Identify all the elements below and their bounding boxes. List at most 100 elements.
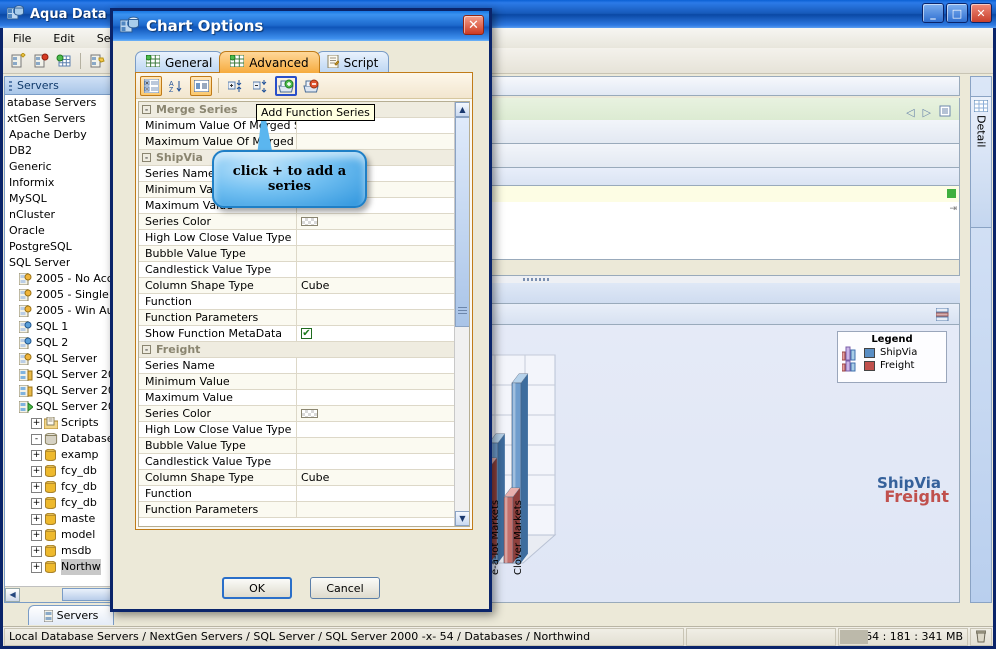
- tree-item[interactable]: + fcy_db: [5, 495, 111, 511]
- scroll-thumb[interactable]: [62, 588, 111, 601]
- dialog-tab-script[interactable]: Script: [315, 51, 390, 73]
- group-collapse-icon[interactable]: -: [142, 345, 151, 354]
- trash-icon[interactable]: [970, 627, 992, 646]
- tree-expander[interactable]: +: [31, 465, 42, 477]
- property-row[interactable]: Function: [139, 294, 454, 310]
- remove-function-series-icon[interactable]: [300, 76, 322, 96]
- splitter-handle[interactable]: [114, 276, 960, 283]
- tree-item[interactable]: + model: [5, 527, 111, 543]
- status-memory[interactable]: 64 : 181 : 341 MB: [838, 627, 968, 646]
- tree-item[interactable]: Apache Derby: [5, 127, 111, 143]
- menu-item-edit[interactable]: Edit: [53, 31, 75, 45]
- property-row[interactable]: High Low Close Value Type: [139, 230, 454, 246]
- property-row[interactable]: Column Shape Type Cube: [139, 278, 454, 294]
- tree-item[interactable]: Generic: [5, 159, 111, 175]
- property-row[interactable]: Series Color: [139, 214, 454, 230]
- tree-item[interactable]: + Northw: [5, 559, 111, 575]
- scroll-up-icon[interactable]: ▲: [455, 102, 469, 117]
- tab-prev-icon[interactable]: ◁: [906, 106, 915, 119]
- scroll-thumb[interactable]: [455, 117, 469, 327]
- tree-expander[interactable]: +: [31, 481, 42, 493]
- property-row[interactable]: Series Color: [139, 406, 454, 422]
- property-grid-scrollbar[interactable]: ▲ ▼: [454, 102, 469, 526]
- tree-expander[interactable]: +: [31, 513, 42, 525]
- minimize-button[interactable]: _: [922, 3, 944, 23]
- delete-server-icon[interactable]: [31, 51, 51, 71]
- cancel-button[interactable]: Cancel: [310, 577, 380, 599]
- dialog-tab-general[interactable]: General: [135, 51, 224, 73]
- property-row[interactable]: High Low Close Value Type: [139, 422, 454, 438]
- tree-item[interactable]: SQL Server 20: [5, 367, 111, 383]
- tree-item[interactable]: + Scripts: [5, 415, 111, 431]
- property-row[interactable]: Minimum Value: [139, 374, 454, 390]
- tree-item[interactable]: 2005 - No Acc: [5, 271, 111, 287]
- tab-list-icon[interactable]: [939, 105, 951, 120]
- property-row[interactable]: Function Parameters: [139, 310, 454, 326]
- checkbox[interactable]: ✔: [301, 328, 312, 339]
- collapse-all-icon[interactable]: [250, 76, 272, 96]
- property-row[interactable]: Maximum Value Of Merged Se...: [139, 134, 454, 150]
- property-row[interactable]: Maximum Value: [139, 390, 454, 406]
- tree-item[interactable]: atabase Servers: [5, 95, 111, 111]
- tree-item[interactable]: PostgreSQL: [5, 239, 111, 255]
- server-tree[interactable]: atabase Servers xtGen Servers Apache Derby…: [5, 95, 111, 586]
- tree-item[interactable]: Informix: [5, 175, 111, 191]
- ok-button[interactable]: OK: [222, 577, 292, 599]
- property-row[interactable]: Show Function MetaData ✔: [139, 326, 454, 342]
- tree-item[interactable]: 2005 - Single: [5, 287, 111, 303]
- maximize-button[interactable]: □: [946, 3, 968, 23]
- group-collapse-icon[interactable]: -: [142, 105, 151, 114]
- property-row[interactable]: Candlestick Value Type: [139, 262, 454, 278]
- property-row[interactable]: Bubble Value Type: [139, 246, 454, 262]
- tree-item[interactable]: + maste: [5, 511, 111, 527]
- tree-expander[interactable]: +: [31, 417, 42, 429]
- new-server-icon[interactable]: [8, 51, 28, 71]
- tree-item[interactable]: SQL Server: [5, 255, 111, 271]
- servers-bottom-tab[interactable]: Servers: [28, 605, 114, 625]
- tree-item[interactable]: + msdb: [5, 543, 111, 559]
- menu-item-file[interactable]: File: [13, 31, 32, 45]
- tree-item[interactable]: + fcy_db: [5, 479, 111, 495]
- tree-item[interactable]: xtGen Servers: [5, 111, 111, 127]
- property-group[interactable]: - Freight: [139, 342, 454, 358]
- tree-item[interactable]: SQL 2: [5, 335, 111, 351]
- scroll-down-icon[interactable]: ▼: [455, 511, 469, 526]
- property-pages-icon[interactable]: [190, 75, 212, 96]
- tree-item[interactable]: + examp: [5, 447, 111, 463]
- tree-expander[interactable]: +: [31, 497, 42, 509]
- tree-expander[interactable]: +: [31, 529, 42, 541]
- color-swatch[interactable]: [301, 217, 318, 226]
- property-row[interactable]: Candlestick Value Type: [139, 454, 454, 470]
- tree-item[interactable]: Oracle: [5, 223, 111, 239]
- tree-item[interactable]: SQL Server 20: [5, 399, 111, 415]
- tab-next-icon[interactable]: ▷: [922, 106, 931, 119]
- dialog-tab-advanced[interactable]: Advanced: [219, 51, 320, 73]
- tree-expander[interactable]: +: [31, 545, 42, 557]
- tree-expander[interactable]: +: [31, 561, 42, 573]
- tree-expander[interactable]: -: [31, 433, 42, 445]
- categorized-icon[interactable]: [140, 75, 162, 96]
- group-collapse-icon[interactable]: -: [142, 153, 151, 162]
- tree-item[interactable]: SQL Server: [5, 351, 111, 367]
- expand-all-icon[interactable]: [225, 76, 247, 96]
- color-swatch[interactable]: [301, 409, 318, 418]
- tree-item[interactable]: SQL 1: [5, 319, 111, 335]
- property-row[interactable]: Series Name: [139, 358, 454, 374]
- sql-split-handle[interactable]: ⇥: [949, 204, 957, 214]
- tree-item[interactable]: nCluster: [5, 207, 111, 223]
- tree-horizontal-scrollbar[interactable]: ◀: [5, 586, 111, 602]
- detail-tab[interactable]: Detail: [970, 96, 992, 228]
- add-function-series-icon[interactable]: [275, 75, 297, 96]
- property-row[interactable]: Function Parameters: [139, 502, 454, 518]
- close-button[interactable]: ✕: [970, 3, 992, 23]
- tree-item[interactable]: MySQL: [5, 191, 111, 207]
- tree-item[interactable]: DB2: [5, 143, 111, 159]
- dialog-close-button[interactable]: ✕: [463, 15, 484, 35]
- tree-item[interactable]: + fcy_db: [5, 463, 111, 479]
- grid-icon[interactable]: [54, 51, 74, 71]
- layout-icon[interactable]: [933, 304, 953, 324]
- property-row[interactable]: Function: [139, 486, 454, 502]
- property-row[interactable]: Column Shape Type Cube: [139, 470, 454, 486]
- tree-item[interactable]: 2005 - Win Au: [5, 303, 111, 319]
